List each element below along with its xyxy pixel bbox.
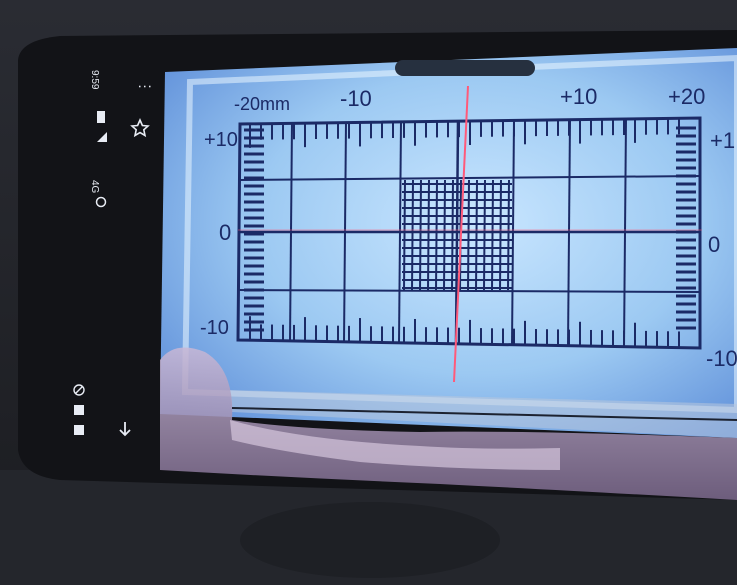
hand-fingers [160, 347, 737, 500]
battery-icon [97, 111, 105, 123]
notification-icon-2 [74, 425, 84, 435]
overflow-menu-icon[interactable]: ⋮ [137, 79, 154, 94]
left-label-1: +10 [204, 129, 238, 151]
crosshair-vertical [453, 85, 469, 383]
top-label-4: +20 [668, 84, 705, 109]
right-label-3: -10 [706, 346, 737, 371]
status-network: 4G [89, 180, 100, 194]
top-label-2: -10 [340, 86, 372, 111]
left-label-2: 0 [219, 220, 231, 245]
right-label-1: +1 [710, 128, 735, 153]
left-label-3: -10 [200, 317, 229, 339]
top-label-1: -20mm [234, 94, 290, 114]
wifi-icon [95, 196, 107, 208]
reticle-grid [236, 116, 702, 350]
right-label-2: 0 [708, 232, 720, 257]
signal-icon [97, 132, 107, 142]
star-outline-icon[interactable] [130, 118, 150, 138]
dnd-icon [73, 384, 85, 396]
status-time: 9:59 [89, 70, 100, 90]
top-label-3: +10 [560, 84, 597, 109]
back-arrow-icon[interactable] [116, 420, 134, 438]
notification-icon-1 [74, 405, 84, 415]
phone-notch [395, 60, 535, 76]
